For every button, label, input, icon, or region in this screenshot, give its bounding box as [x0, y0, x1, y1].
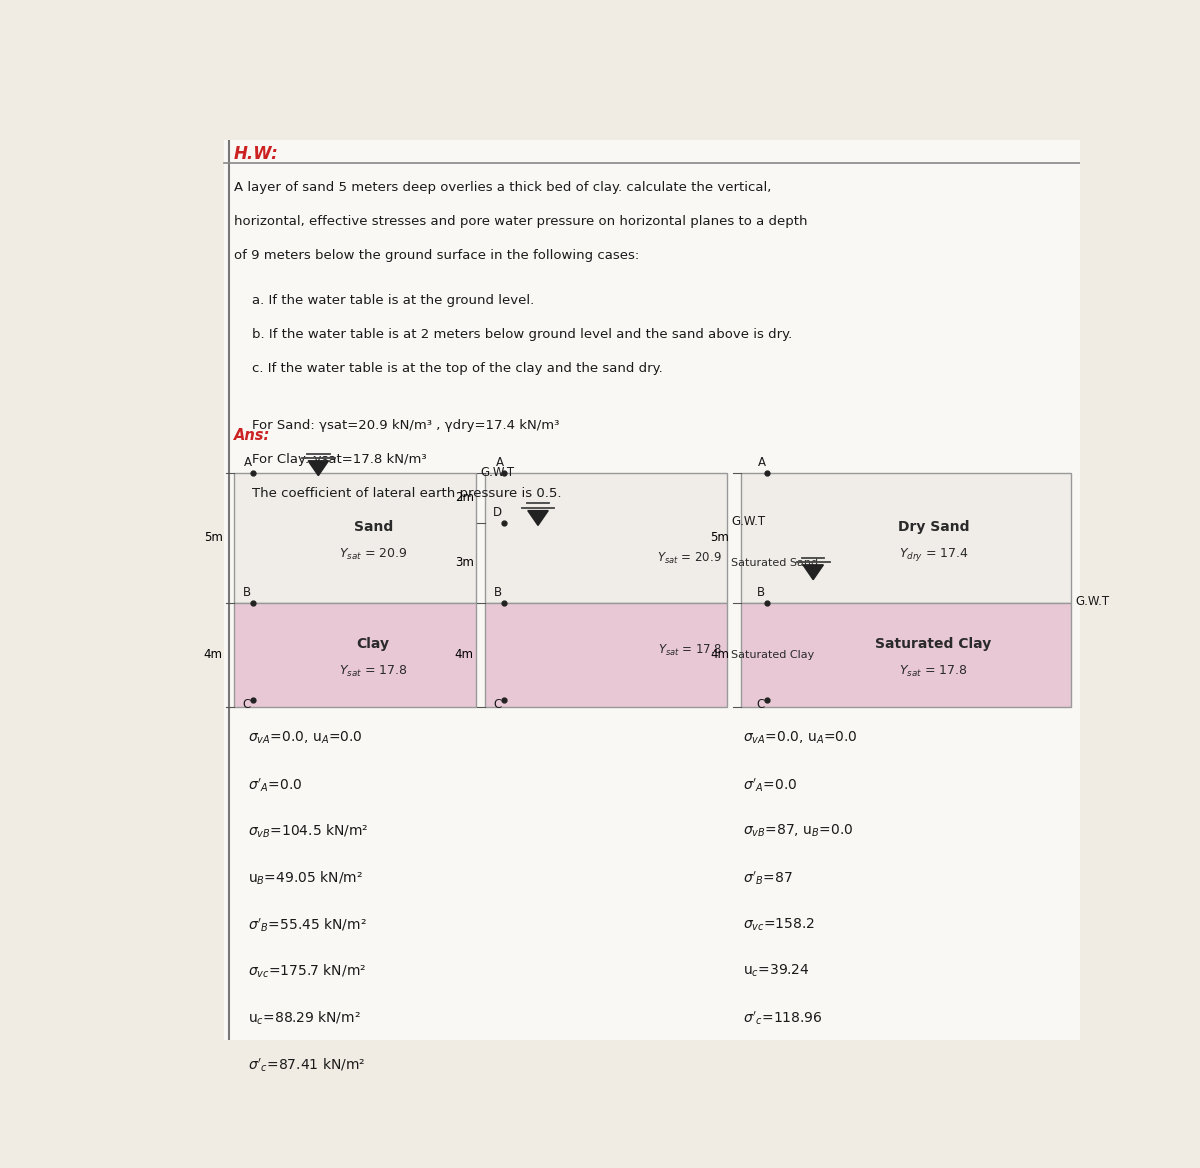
- Text: $\sigma'_B$=87: $\sigma'_B$=87: [743, 869, 793, 888]
- Polygon shape: [308, 461, 329, 475]
- Bar: [485, 603, 727, 707]
- Bar: [740, 603, 1070, 707]
- Text: 4m: 4m: [204, 648, 222, 661]
- Text: B: B: [242, 585, 251, 599]
- Text: C: C: [493, 697, 502, 710]
- Text: $Y_{sat}$ = 17.8: $Y_{sat}$ = 17.8: [340, 663, 407, 679]
- Text: $\sigma_{vA}$=0.0, u$_A$=0.0: $\sigma_{vA}$=0.0, u$_A$=0.0: [743, 729, 858, 745]
- Text: u$_c$=88.29 kN/m²: u$_c$=88.29 kN/m²: [247, 1010, 360, 1027]
- Text: $Y_{sat}$ = 20.9: $Y_{sat}$ = 20.9: [338, 547, 408, 562]
- Text: A: A: [758, 456, 767, 468]
- Bar: [234, 603, 475, 707]
- Polygon shape: [528, 510, 548, 526]
- Text: b. If the water table is at 2 meters below ground level and the sand above is dr: b. If the water table is at 2 meters bel…: [252, 328, 792, 341]
- Text: $Y_{sat}$ = 17.8: $Y_{sat}$ = 17.8: [899, 663, 967, 679]
- Text: $\sigma'_A$=0.0: $\sigma'_A$=0.0: [247, 776, 302, 793]
- Text: of 9 meters below the ground surface in the following cases:: of 9 meters below the ground surface in …: [234, 249, 638, 262]
- Text: Saturated Clay: Saturated Clay: [731, 649, 815, 660]
- Text: G.W.T: G.W.T: [731, 515, 766, 528]
- Text: $Y_{sat}$ = 20.9: $Y_{sat}$ = 20.9: [658, 551, 722, 565]
- Text: C: C: [756, 697, 764, 710]
- Text: 4m: 4m: [455, 648, 474, 661]
- Text: c. If the water table is at the top of the clay and the sand dry.: c. If the water table is at the top of t…: [252, 362, 664, 375]
- Text: For Clay: γsat=17.8 kN/m³: For Clay: γsat=17.8 kN/m³: [252, 453, 427, 466]
- Text: Dry Sand: Dry Sand: [898, 520, 970, 534]
- Text: $\sigma'_c$=87.41 kN/m²: $\sigma'_c$=87.41 kN/m²: [247, 1057, 365, 1075]
- Text: $\sigma_{vc}$=175.7 kN/m²: $\sigma_{vc}$=175.7 kN/m²: [247, 964, 366, 980]
- Text: For Sand: γsat=20.9 kN/m³ , γdry=17.4 kN/m³: For Sand: γsat=20.9 kN/m³ , γdry=17.4 kN…: [252, 419, 559, 432]
- Text: Clay: Clay: [356, 637, 390, 651]
- Text: $\sigma_{vB}$=104.5 kN/m²: $\sigma_{vB}$=104.5 kN/m²: [247, 822, 368, 840]
- Text: Ans:: Ans:: [234, 427, 270, 443]
- Text: 4m: 4m: [710, 648, 730, 661]
- Text: $Y_{dry}$ = 17.4: $Y_{dry}$ = 17.4: [899, 545, 968, 563]
- Text: 3m: 3m: [455, 556, 474, 569]
- Text: a. If the water table is at the ground level.: a. If the water table is at the ground l…: [252, 294, 534, 307]
- Text: 5m: 5m: [204, 531, 222, 544]
- Text: B: B: [756, 585, 764, 599]
- Text: $\sigma_{vc}$=158.2: $\sigma_{vc}$=158.2: [743, 917, 815, 933]
- Text: G.W.T: G.W.T: [1075, 595, 1110, 607]
- Text: Saturated Sand: Saturated Sand: [731, 558, 818, 568]
- Text: B: B: [493, 585, 502, 599]
- Bar: [485, 473, 727, 603]
- Text: 5m: 5m: [710, 531, 730, 544]
- Text: $\sigma'_c$=118.96: $\sigma'_c$=118.96: [743, 1010, 823, 1028]
- Text: u$_c$=39.24: u$_c$=39.24: [743, 964, 810, 980]
- Text: A: A: [496, 456, 504, 468]
- Text: G.W.T: G.W.T: [480, 466, 515, 479]
- Text: 2m: 2m: [455, 492, 474, 505]
- Text: A layer of sand 5 meters deep overlies a thick bed of clay. calculate the vertic: A layer of sand 5 meters deep overlies a…: [234, 181, 772, 194]
- Text: u$_B$=49.05 kN/m²: u$_B$=49.05 kN/m²: [247, 869, 362, 887]
- Text: Saturated Clay: Saturated Clay: [876, 637, 991, 651]
- Text: $\sigma_{vB}$=87, u$_B$=0.0: $\sigma_{vB}$=87, u$_B$=0.0: [743, 822, 853, 839]
- Text: Sand: Sand: [354, 520, 392, 534]
- Text: $\sigma'_B$=55.45 kN/m²: $\sigma'_B$=55.45 kN/m²: [247, 917, 366, 934]
- Text: $\sigma'_A$=0.0: $\sigma'_A$=0.0: [743, 776, 798, 793]
- Polygon shape: [803, 565, 823, 579]
- Text: C: C: [242, 697, 251, 710]
- Text: A: A: [245, 456, 252, 468]
- Text: H.W:: H.W:: [234, 145, 278, 162]
- Text: $\sigma_{vA}$=0.0, u$_A$=0.0: $\sigma_{vA}$=0.0, u$_A$=0.0: [247, 729, 362, 745]
- Text: $Y_{sat}$ = 17.8: $Y_{sat}$ = 17.8: [658, 642, 722, 658]
- Text: The coefficient of lateral earth pressure is 0.5.: The coefficient of lateral earth pressur…: [252, 487, 562, 500]
- Bar: [740, 473, 1070, 603]
- Text: horizontal, effective stresses and pore water pressure on horizontal planes to a: horizontal, effective stresses and pore …: [234, 215, 808, 228]
- Text: D: D: [493, 506, 502, 519]
- Bar: [234, 473, 475, 603]
